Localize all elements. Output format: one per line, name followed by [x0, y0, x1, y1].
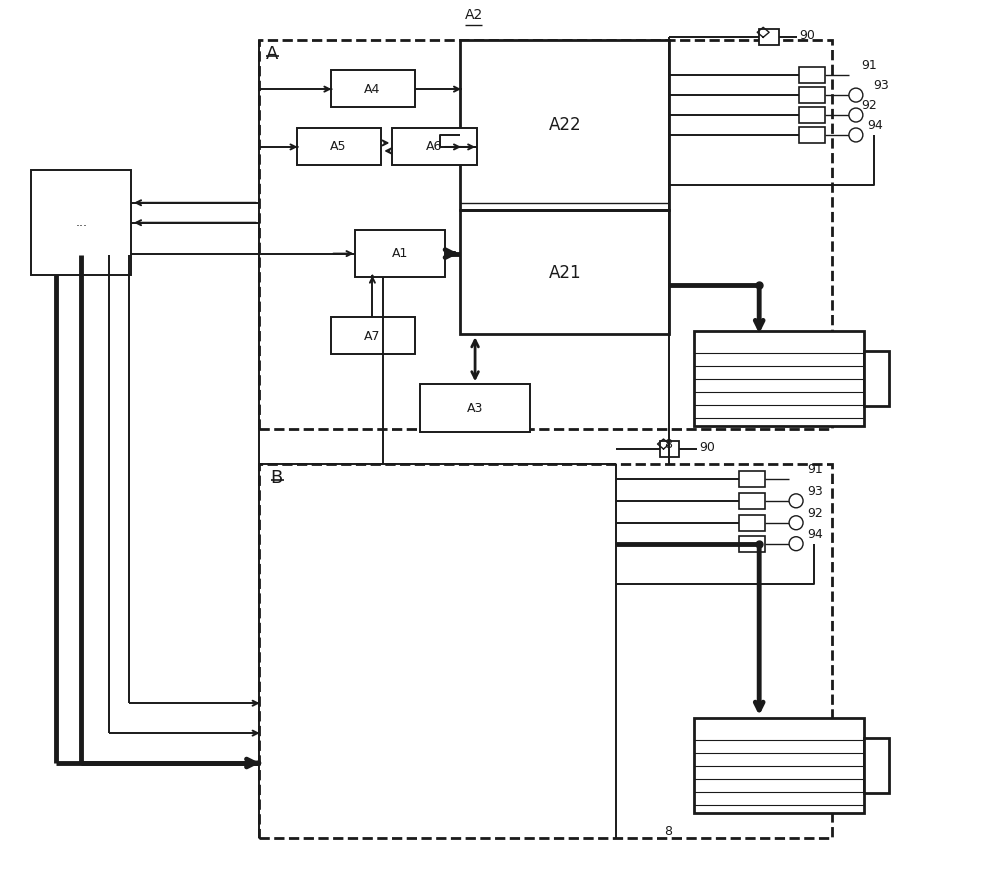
- Circle shape: [789, 493, 803, 508]
- Text: 93: 93: [873, 79, 889, 92]
- Text: A6: A6: [426, 140, 442, 154]
- Bar: [864, 738, 889, 793]
- Bar: [460, 40, 669, 210]
- Bar: [739, 493, 765, 509]
- Text: ...: ...: [75, 216, 87, 229]
- Bar: [31, 170, 131, 274]
- Bar: [420, 384, 530, 432]
- Bar: [331, 317, 415, 354]
- Bar: [799, 87, 825, 103]
- Bar: [259, 464, 832, 838]
- Text: A21: A21: [548, 264, 581, 282]
- Circle shape: [849, 128, 863, 142]
- Bar: [331, 70, 415, 107]
- Bar: [739, 536, 765, 552]
- Text: 93: 93: [807, 485, 823, 498]
- Text: A: A: [266, 46, 278, 63]
- Text: A5: A5: [330, 140, 347, 154]
- Bar: [739, 471, 765, 487]
- Text: A22: A22: [548, 116, 581, 134]
- Text: 8: 8: [664, 438, 672, 451]
- Text: 92: 92: [807, 507, 823, 519]
- Text: 94: 94: [807, 527, 823, 541]
- Circle shape: [789, 536, 803, 551]
- Text: B: B: [271, 469, 283, 487]
- Circle shape: [849, 108, 863, 122]
- Bar: [392, 128, 477, 164]
- Bar: [739, 515, 765, 531]
- Bar: [660, 441, 679, 457]
- Bar: [864, 351, 889, 406]
- Text: A7: A7: [364, 330, 381, 342]
- Circle shape: [789, 516, 803, 530]
- Text: A2: A2: [465, 8, 483, 22]
- Bar: [799, 127, 825, 143]
- Text: 90: 90: [799, 29, 815, 42]
- Bar: [355, 230, 445, 276]
- Bar: [259, 40, 832, 429]
- Bar: [799, 107, 825, 123]
- Text: A4: A4: [364, 82, 381, 96]
- Bar: [297, 128, 381, 164]
- Text: A3: A3: [467, 401, 483, 415]
- Text: 94: 94: [867, 119, 883, 132]
- Bar: [460, 210, 669, 334]
- Bar: [694, 332, 864, 426]
- Circle shape: [849, 89, 863, 102]
- Text: 90: 90: [699, 441, 715, 453]
- Text: 92: 92: [861, 99, 877, 112]
- Text: A1: A1: [392, 247, 408, 260]
- Text: 91: 91: [807, 463, 823, 476]
- Text: 91: 91: [861, 59, 877, 72]
- Bar: [759, 30, 779, 46]
- Bar: [694, 718, 864, 813]
- Bar: [799, 67, 825, 83]
- Text: 8: 8: [664, 825, 672, 838]
